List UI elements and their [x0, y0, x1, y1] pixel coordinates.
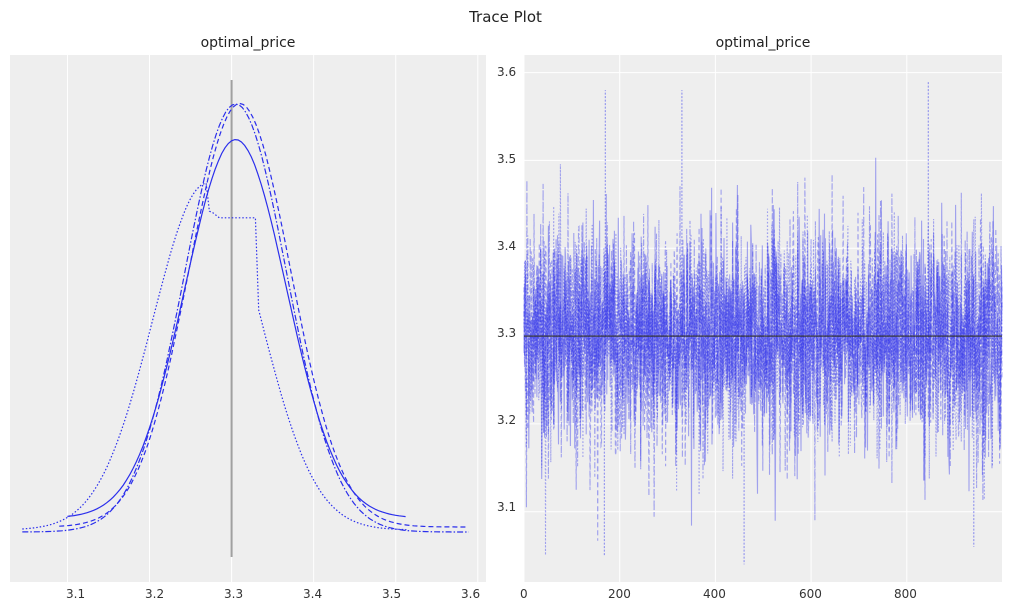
right-ytick: 3.6: [497, 65, 517, 79]
right-ytick: 3.5: [497, 152, 517, 166]
trace-line-chain-2: [523, 174, 1003, 541]
right-ytick: 3.4: [497, 239, 517, 253]
right-axes-background: [524, 55, 1002, 582]
left-xtick: 3.4: [303, 587, 323, 601]
kde-line-chain-1: [22, 182, 407, 531]
left-axes-title: optimal_price: [200, 35, 296, 51]
right-ytick: 3.1: [497, 500, 517, 514]
right-xtick: 0: [520, 587, 528, 601]
kde-line-chain-2: [59, 102, 467, 528]
kde-line-chain-0: [67, 138, 406, 518]
trace-line-chain-1: [523, 164, 1003, 556]
right-ytick: 3.2: [497, 413, 517, 427]
left-xtick: 3.5: [382, 587, 402, 601]
left-xtick: 3.3: [224, 587, 244, 601]
right-xtick: 600: [799, 587, 822, 601]
right-axes-title: optimal_price: [715, 35, 811, 51]
left-axes-background: [10, 55, 486, 582]
trace-line-chain-0: [523, 157, 1003, 526]
left-xtick: 3.1: [66, 587, 86, 601]
right-xtick: 800: [894, 587, 917, 601]
trace-line-chain-3: [523, 180, 1003, 521]
kde-line-chain-3: [22, 103, 469, 533]
left-xtick: 3.6: [461, 587, 481, 601]
right-ytick: 3.3: [497, 326, 517, 340]
left-xtick: 3.2: [145, 587, 165, 601]
right-xtick: 400: [703, 587, 726, 601]
figure-title: Trace Plot: [469, 8, 542, 26]
right-xtick: 200: [608, 587, 631, 601]
